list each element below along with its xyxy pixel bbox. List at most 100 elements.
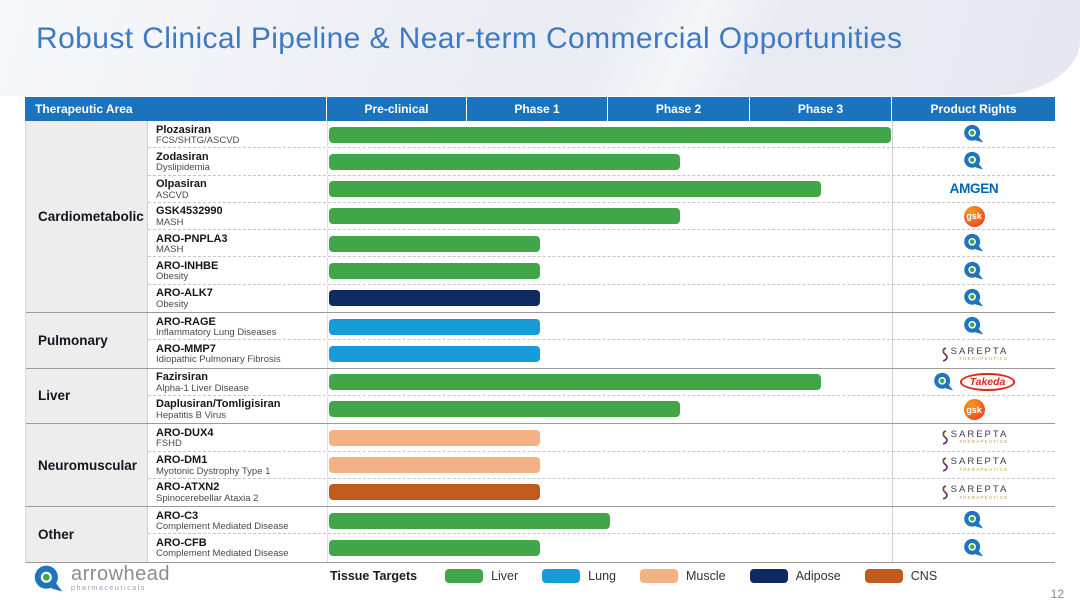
program-indication: Inflammatory Lung Diseases [156,327,277,339]
header-phase-2: Phase 2 [608,97,750,121]
program-name: ARO-CFB [156,536,207,549]
phase-track [327,424,892,451]
phase-track [327,507,892,534]
therapeutic-area-group: Liver Fazirsiran Alpha-1 Liver Disease Take… [26,368,1055,425]
phase-bar [329,539,540,556]
product-rights-cell: SAREPTA THERAPEUTICS [892,424,1055,451]
program-indication: MASH [156,244,184,256]
legend-swatch-cns [864,569,903,583]
program-name-cell: ARO-DM1 Myotonic Dystrophy Type 1 [148,452,327,478]
header-therapeutic-area: Therapeutic Area [25,97,327,121]
pipeline-row: GSK4532990 MASH gsk [148,202,1055,231]
phase-bar [329,512,610,529]
phase-bar [329,235,540,252]
sarepta-text: SAREPTA THERAPEUTICS [951,457,1009,472]
group-rows: ARO-RAGE Inflammatory Lung Diseases ARO-MM… [148,313,1055,368]
pipeline-row: ARO-PNPLA3 MASH [148,230,1055,258]
phase-track [327,175,892,202]
phase-bar [329,262,540,279]
program-indication: Complement Mediated Disease [156,548,289,560]
product-rights-cell [892,284,1055,313]
pipeline-row: ARO-C3 Complement Mediated Disease [148,507,1055,535]
therapeutic-area-label: Liver [26,368,148,424]
program-indication: Obesity [156,298,189,310]
legend-item-liver: Liver [445,569,518,583]
phase-bar [329,181,821,198]
arrowhead-rights-icon [964,152,984,170]
phase-bar [329,126,891,143]
sarepta-subtitle: THERAPEUTICS [959,356,1009,362]
sarepta-text: SAREPTA THERAPEUTICS [951,430,1009,445]
sarepta-text: SAREPTA THERAPEUTICS [951,485,1009,500]
pipeline-row: Daplusiran/Tomligisiran Hepatitis B Virus… [148,395,1055,424]
legend-swatch-muscle [639,569,678,583]
program-name: GSK4532990 [156,205,223,218]
sarepta-text: SAREPTA THERAPEUTICS [951,347,1009,362]
arrowhead-rights-icon [964,261,984,280]
program-indication: Hepatitis B Virus [156,409,227,421]
brand-subtitle: pharmaceuticals [71,585,146,592]
header-phase-1: Phase 1 [467,97,608,121]
group-rows: ARO-C3 Complement Mediated Disease ARO-CFB… [148,507,1055,562]
arrowhead-rights-icon [933,372,953,391]
program-indication: Obesity [156,271,189,283]
group-rows: Plozasiran FCS/SHTG/ASCVD Zodasiran Dyslipi… [148,121,1055,313]
program-name: ARO-MMP7 [156,342,216,355]
pipeline-row: ARO-CFB Complement Mediated Disease [148,534,1055,562]
program-indication: Myotonic Dystrophy Type 1 [156,465,271,477]
legend-label: CNS [910,569,938,583]
phase-bar [329,374,821,391]
sarepta-ribbon-icon [942,457,948,472]
program-indication: Dyslipidemia [156,162,210,174]
legend-label: Lung [588,569,616,583]
therapeutic-area-group: Pulmonary ARO-RAGE Inflammatory Lung Disea… [26,313,1055,369]
phase-bar [329,401,680,418]
product-rights-cell [892,534,1055,562]
phase-track [327,395,892,424]
program-name: Fazirsiran [156,371,208,384]
product-rights-cell: SAREPTA THERAPEUTICS [892,478,1055,507]
pipeline-table: Therapeutic Area Pre-clinical Phase 1 Ph… [25,97,1055,563]
program-name-cell: Plozasiran FCS/SHTG/ASCVD [148,121,327,147]
header-product-rights: Product Rights [892,97,1055,121]
therapeutic-area-group: Cardiometabolic Plozasiran FCS/SHTG/ASCVD Z… [26,121,1055,314]
product-rights-cell [892,121,1055,148]
program-name-cell: ARO-C3 Complement Mediated Disease [148,507,327,533]
program-indication: Complement Mediated Disease [156,521,289,533]
program-name: ARO-RAGE [156,315,216,328]
legend-swatch-lung [542,569,581,583]
program-name: ARO-DM1 [156,454,208,467]
program-name: Daplusiran/Tomligisiran [156,398,281,411]
product-rights-cell: Takeda [892,368,1055,395]
program-name: ARO-C3 [156,509,199,522]
program-name: ARO-INHBE [156,259,219,272]
phase-track [327,534,892,562]
sarepta-name: SAREPTA [950,428,1009,440]
sarepta-subtitle: THERAPEUTICS [959,494,1009,500]
tissue-targets-legend: Tissue Targets Liver Lung Muscle Adipose CNS [330,569,937,583]
arrowhead-rights-icon [964,511,984,529]
product-rights-cell: SAREPTA THERAPEUTICS [892,451,1055,478]
sarepta-name: SAREPTA [950,456,1009,468]
legend-label: Adipose [795,569,841,583]
program-name: Zodasiran [156,150,209,163]
pipeline-row: ARO-MMP7 Idiopathic Pulmonary Fibrosis SAR… [148,340,1055,368]
pipeline-row: ARO-DM1 Myotonic Dystrophy Type 1 SAREPTA T… [148,451,1055,479]
page-title: Robust Clinical Pipeline & Near-term Com… [36,22,903,55]
product-rights-cell [892,313,1055,340]
sarepta-logo: SAREPTA THERAPEUTICS [940,457,1009,472]
therapeutic-area-label: Neuromuscular [26,424,148,507]
phase-track [327,340,892,368]
phase-bar [329,290,540,307]
group-rows: Fazirsiran Alpha-1 Liver Disease Takeda Dap… [148,368,1055,424]
program-name-cell: ARO-ATXN2 Spinocerebellar Ataxia 2 [148,479,327,506]
therapeutic-area-label: Cardiometabolic [26,121,148,313]
pipeline-row: Zodasiran Dyslipidemia [148,148,1055,176]
product-rights-cell [892,230,1055,257]
phase-bar [329,345,540,362]
legend-item-adipose: Adipose [749,569,841,583]
arrowhead-rights-icon [964,538,984,557]
pipeline-row: ARO-ALK7 Obesity [148,284,1055,313]
arrowhead-rights-icon [964,124,984,143]
legend-label: Muscle [685,569,726,583]
